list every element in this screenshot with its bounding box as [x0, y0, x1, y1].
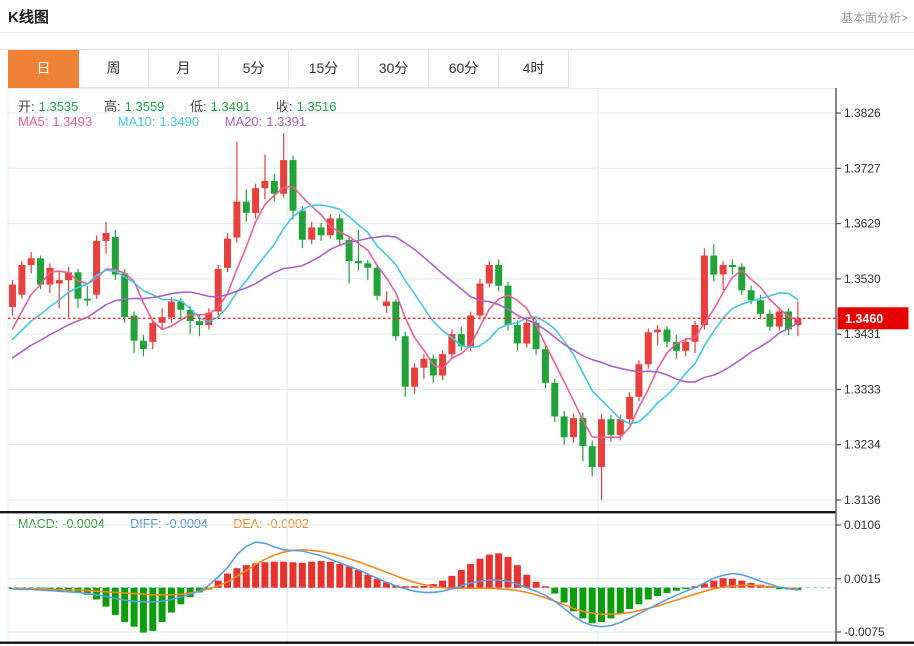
price-axis-label: 1.3431	[844, 327, 881, 341]
price-axis-label: 1.3333	[844, 382, 881, 396]
ma20-label: MA20:	[224, 114, 263, 129]
ma10-value: 1.3490	[159, 114, 200, 129]
macd-histogram	[9, 553, 802, 633]
gridlines	[7, 88, 836, 642]
fundamental-analysis-link[interactable]: 基本面分析>	[840, 11, 908, 25]
svg-text:1.3460: 1.3460	[845, 312, 883, 326]
price-axis-label: 1.3629	[844, 217, 881, 231]
ma5-label: MA5:	[18, 114, 49, 129]
open-label: 开:	[18, 99, 35, 114]
current-price-badge: 1.3460	[837, 307, 909, 330]
open-value: 1.3535	[38, 99, 79, 114]
panel-divider	[0, 511, 836, 514]
price-axis-label: 1.3136	[844, 493, 881, 507]
page-title: K线图	[8, 9, 49, 26]
ma20-value: 1.3391	[266, 114, 307, 129]
diff-value: -0.0004	[165, 517, 208, 531]
interval-tabbar: 日周月 5分 15分 30分 60分 4时	[8, 50, 569, 88]
ma5-line	[11, 185, 799, 439]
price-axis-label: 1.3727	[844, 161, 881, 175]
price-axis-label: 1.3826	[844, 106, 881, 120]
header-divider	[0, 32, 914, 33]
ma5-value: 1.3493	[52, 114, 93, 129]
close-value: 1.3516	[296, 99, 337, 114]
ma-row: MA5: 1.3493 MA10: 1.3490 MA20: 1.3391	[18, 114, 310, 129]
macd-axis-label: 0.0015	[844, 572, 881, 586]
price-axis-label: 1.3234	[844, 438, 881, 452]
tab-interval-6[interactable]: 60分	[429, 50, 499, 88]
diff-line	[11, 541, 799, 628]
price-axis-label: 1.3530	[844, 272, 881, 286]
tab-interval-0[interactable]: 日	[8, 50, 79, 88]
dea-value: -0.0002	[266, 517, 309, 531]
high-value: 1.3559	[124, 99, 165, 114]
dea-label: DEA:	[233, 517, 263, 531]
high-label: 高:	[104, 99, 121, 114]
diff-label: DIFF:	[130, 517, 162, 531]
macd-axis-label: 0.0106	[844, 518, 881, 532]
macd-axis-label: -0.0075	[844, 625, 885, 639]
ma10-line	[11, 204, 799, 425]
tabbar-topline	[0, 49, 914, 50]
macd-value: -0.0004	[62, 517, 105, 531]
price-axis: 1.3826 1.3727 1.3629 1.3530 1.3431 1.3333 1.32…	[835, 88, 885, 642]
ohlc-row: 开: 1.3535 高: 1.3559 低: 1.3491 收: 1.3516	[18, 96, 340, 115]
macd-header-row: MACD: -0.0004 DIFF: -0.0004 DEA: -0.0002	[18, 517, 313, 531]
ma10-label: MA10:	[117, 114, 156, 129]
macd-label: MACD:	[18, 517, 59, 531]
tab-interval-7[interactable]: 4时	[499, 50, 569, 88]
kline-chart: 1.3826 1.3727 1.3629 1.3530 1.3431 1.3333 1.32…	[0, 88, 914, 644]
tab-interval-4[interactable]: 15分	[289, 50, 359, 88]
tab-interval-2[interactable]: 月	[149, 50, 219, 88]
low-value: 1.3491	[210, 99, 251, 114]
tab-interval-1[interactable]: 周	[79, 50, 149, 88]
dea-line	[11, 548, 799, 616]
tab-interval-5[interactable]: 30分	[359, 50, 429, 88]
close-label: 收:	[276, 99, 293, 114]
bottom-border	[0, 641, 914, 644]
low-label: 低:	[190, 99, 207, 114]
tab-interval-3[interactable]: 5分	[219, 50, 289, 88]
ma20-line	[11, 235, 799, 383]
